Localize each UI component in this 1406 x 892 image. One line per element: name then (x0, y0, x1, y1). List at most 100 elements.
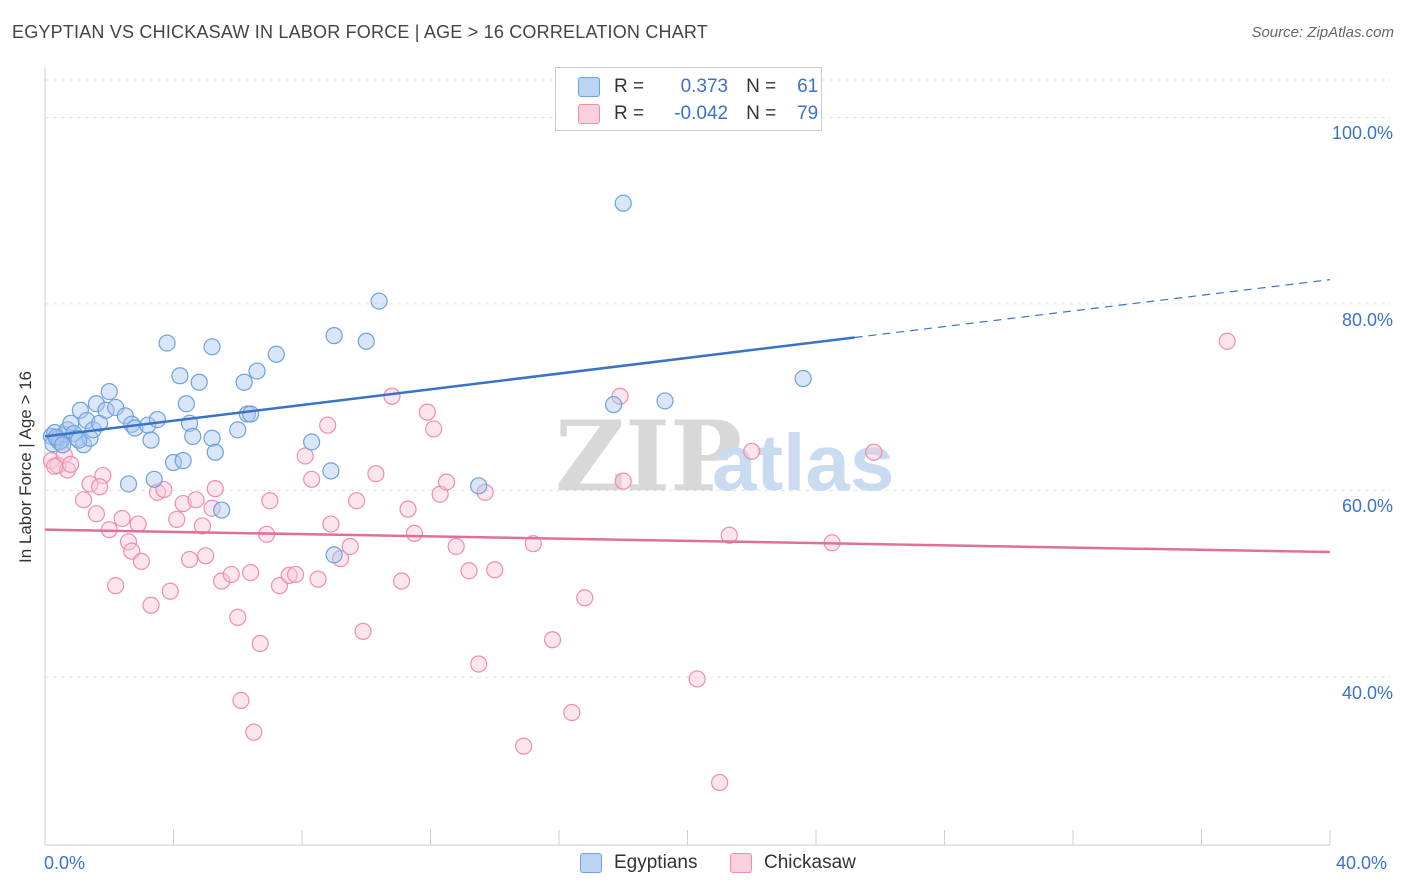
legend-swatch-chickasaw (578, 104, 600, 124)
chickasaw-point (91, 478, 109, 496)
chickasaw-point (476, 483, 494, 501)
chickasaw-point (543, 631, 562, 649)
chickasaw-point (720, 526, 738, 544)
chickasaw-point (425, 420, 443, 438)
egyptians-point (70, 431, 88, 449)
egyptians-point (229, 421, 247, 439)
chickasaw-point (94, 466, 112, 485)
egyptians-point (614, 194, 632, 212)
x-tick-label-max: 40.0% (1336, 853, 1388, 873)
egyptians-point (142, 431, 160, 449)
chickasaw-point (62, 455, 80, 473)
legend-r-value: 0.373 (680, 76, 729, 97)
egyptians-point (87, 395, 106, 413)
egyptians-point (267, 345, 285, 363)
egyptians-point (74, 436, 93, 454)
legend-n-label: N = (746, 76, 777, 97)
chickasaw-point (113, 509, 131, 528)
chickasaw-point (688, 670, 706, 688)
x-tick-label-min: 0.0% (44, 853, 86, 873)
egyptians-point (213, 501, 231, 519)
y-axis-label: In Labor Force | Age > 16 (16, 370, 35, 563)
legend-n-value: 79 (797, 103, 819, 124)
egyptians-point (177, 395, 195, 413)
chickasaw-point (319, 416, 337, 434)
chickasaw-point (1218, 332, 1236, 350)
chickasaw-point (280, 566, 298, 584)
chickasaw-point (309, 570, 327, 588)
chickasaw-point (515, 737, 533, 755)
trend-line-egyptians (44, 336, 855, 438)
legend-r-label: R = (614, 76, 645, 97)
chickasaw-point (129, 515, 147, 533)
egyptians-point (148, 410, 167, 429)
bottom-legend-egyptians: Egyptians (580, 852, 697, 874)
egyptians-point (470, 477, 488, 495)
chart-title: EGYPTIAN VS CHICKASAW IN LABOR FORCE | A… (12, 22, 708, 42)
chickasaw-point (383, 387, 401, 405)
correlation-legend: R = 0.373 N = 61 R = -0.042 N = 79 (555, 67, 822, 131)
chickasaw-point (187, 491, 205, 509)
egyptians-point (171, 367, 189, 385)
legend-swatch-egyptians (578, 77, 600, 97)
egyptians-point (235, 373, 253, 391)
chickasaw-point (576, 589, 594, 607)
egyptians-point (322, 462, 340, 480)
chickasaw-point (222, 565, 240, 584)
chickasaw-point (174, 494, 192, 513)
egyptians-point (97, 401, 115, 419)
egyptians-point (174, 452, 192, 470)
egyptians-point (71, 401, 89, 419)
chickasaw-point (486, 561, 504, 579)
egyptians-point (203, 429, 221, 447)
legend-n-label: N = (746, 103, 777, 124)
chickasaw-point (418, 403, 436, 421)
legend-n-value: 61 (797, 76, 819, 97)
chickasaw-point (296, 447, 314, 465)
legend-r-value: -0.042 (674, 103, 729, 124)
watermark-atlas: atlas (712, 418, 894, 507)
egyptians-point (119, 475, 138, 493)
trend-line-chickasaw (44, 528, 1331, 554)
chickasaw-point (180, 550, 199, 569)
y-tick-label: 80.0% (1341, 309, 1393, 330)
chickasaw-point (58, 461, 77, 479)
egyptians-point (656, 392, 674, 410)
chickasaw-point (286, 565, 305, 584)
chickasaw-point (865, 443, 883, 461)
chickasaw-point (392, 572, 411, 590)
egyptians-point (794, 369, 812, 388)
chickasaw-point (168, 510, 186, 529)
chickasaw-point (460, 562, 478, 580)
chickasaw-point (74, 491, 93, 509)
trend-line-egyptians-extension (854, 279, 1331, 339)
watermark-zip: ZIP (555, 400, 742, 513)
chickasaw-point (119, 533, 138, 551)
chickasaw-point (142, 596, 160, 614)
chickasaw-point (303, 470, 321, 488)
egyptians-point (158, 334, 176, 352)
chickasaw-point (470, 655, 488, 673)
chickasaw-point (245, 723, 263, 741)
bottom-legend-label-egyptians: Egyptians (614, 852, 698, 873)
legend-r-label: R = (614, 103, 645, 124)
chickasaw-point (87, 505, 106, 523)
egyptians-point (145, 470, 163, 488)
chickasaw-point (614, 472, 632, 490)
chickasaw-point (447, 537, 465, 556)
egyptians-point (325, 327, 343, 345)
egyptians-point (370, 292, 388, 310)
egyptians-point (303, 433, 321, 451)
chickasaw-point (743, 442, 761, 460)
egyptians-point (100, 382, 118, 401)
egyptians-point (605, 396, 623, 414)
egyptians-point (190, 373, 208, 391)
source-label: Source: ZipAtlas.com (1251, 24, 1394, 41)
chickasaw-point (46, 457, 64, 475)
series-chickasaw-points (42, 332, 1236, 792)
chickasaw-point (563, 703, 581, 722)
egyptians-point (325, 546, 343, 564)
chickasaw-point (161, 582, 179, 600)
bottom-legend-label-chickasaw: Chickasaw (764, 852, 856, 873)
chickasaw-point (399, 500, 417, 518)
